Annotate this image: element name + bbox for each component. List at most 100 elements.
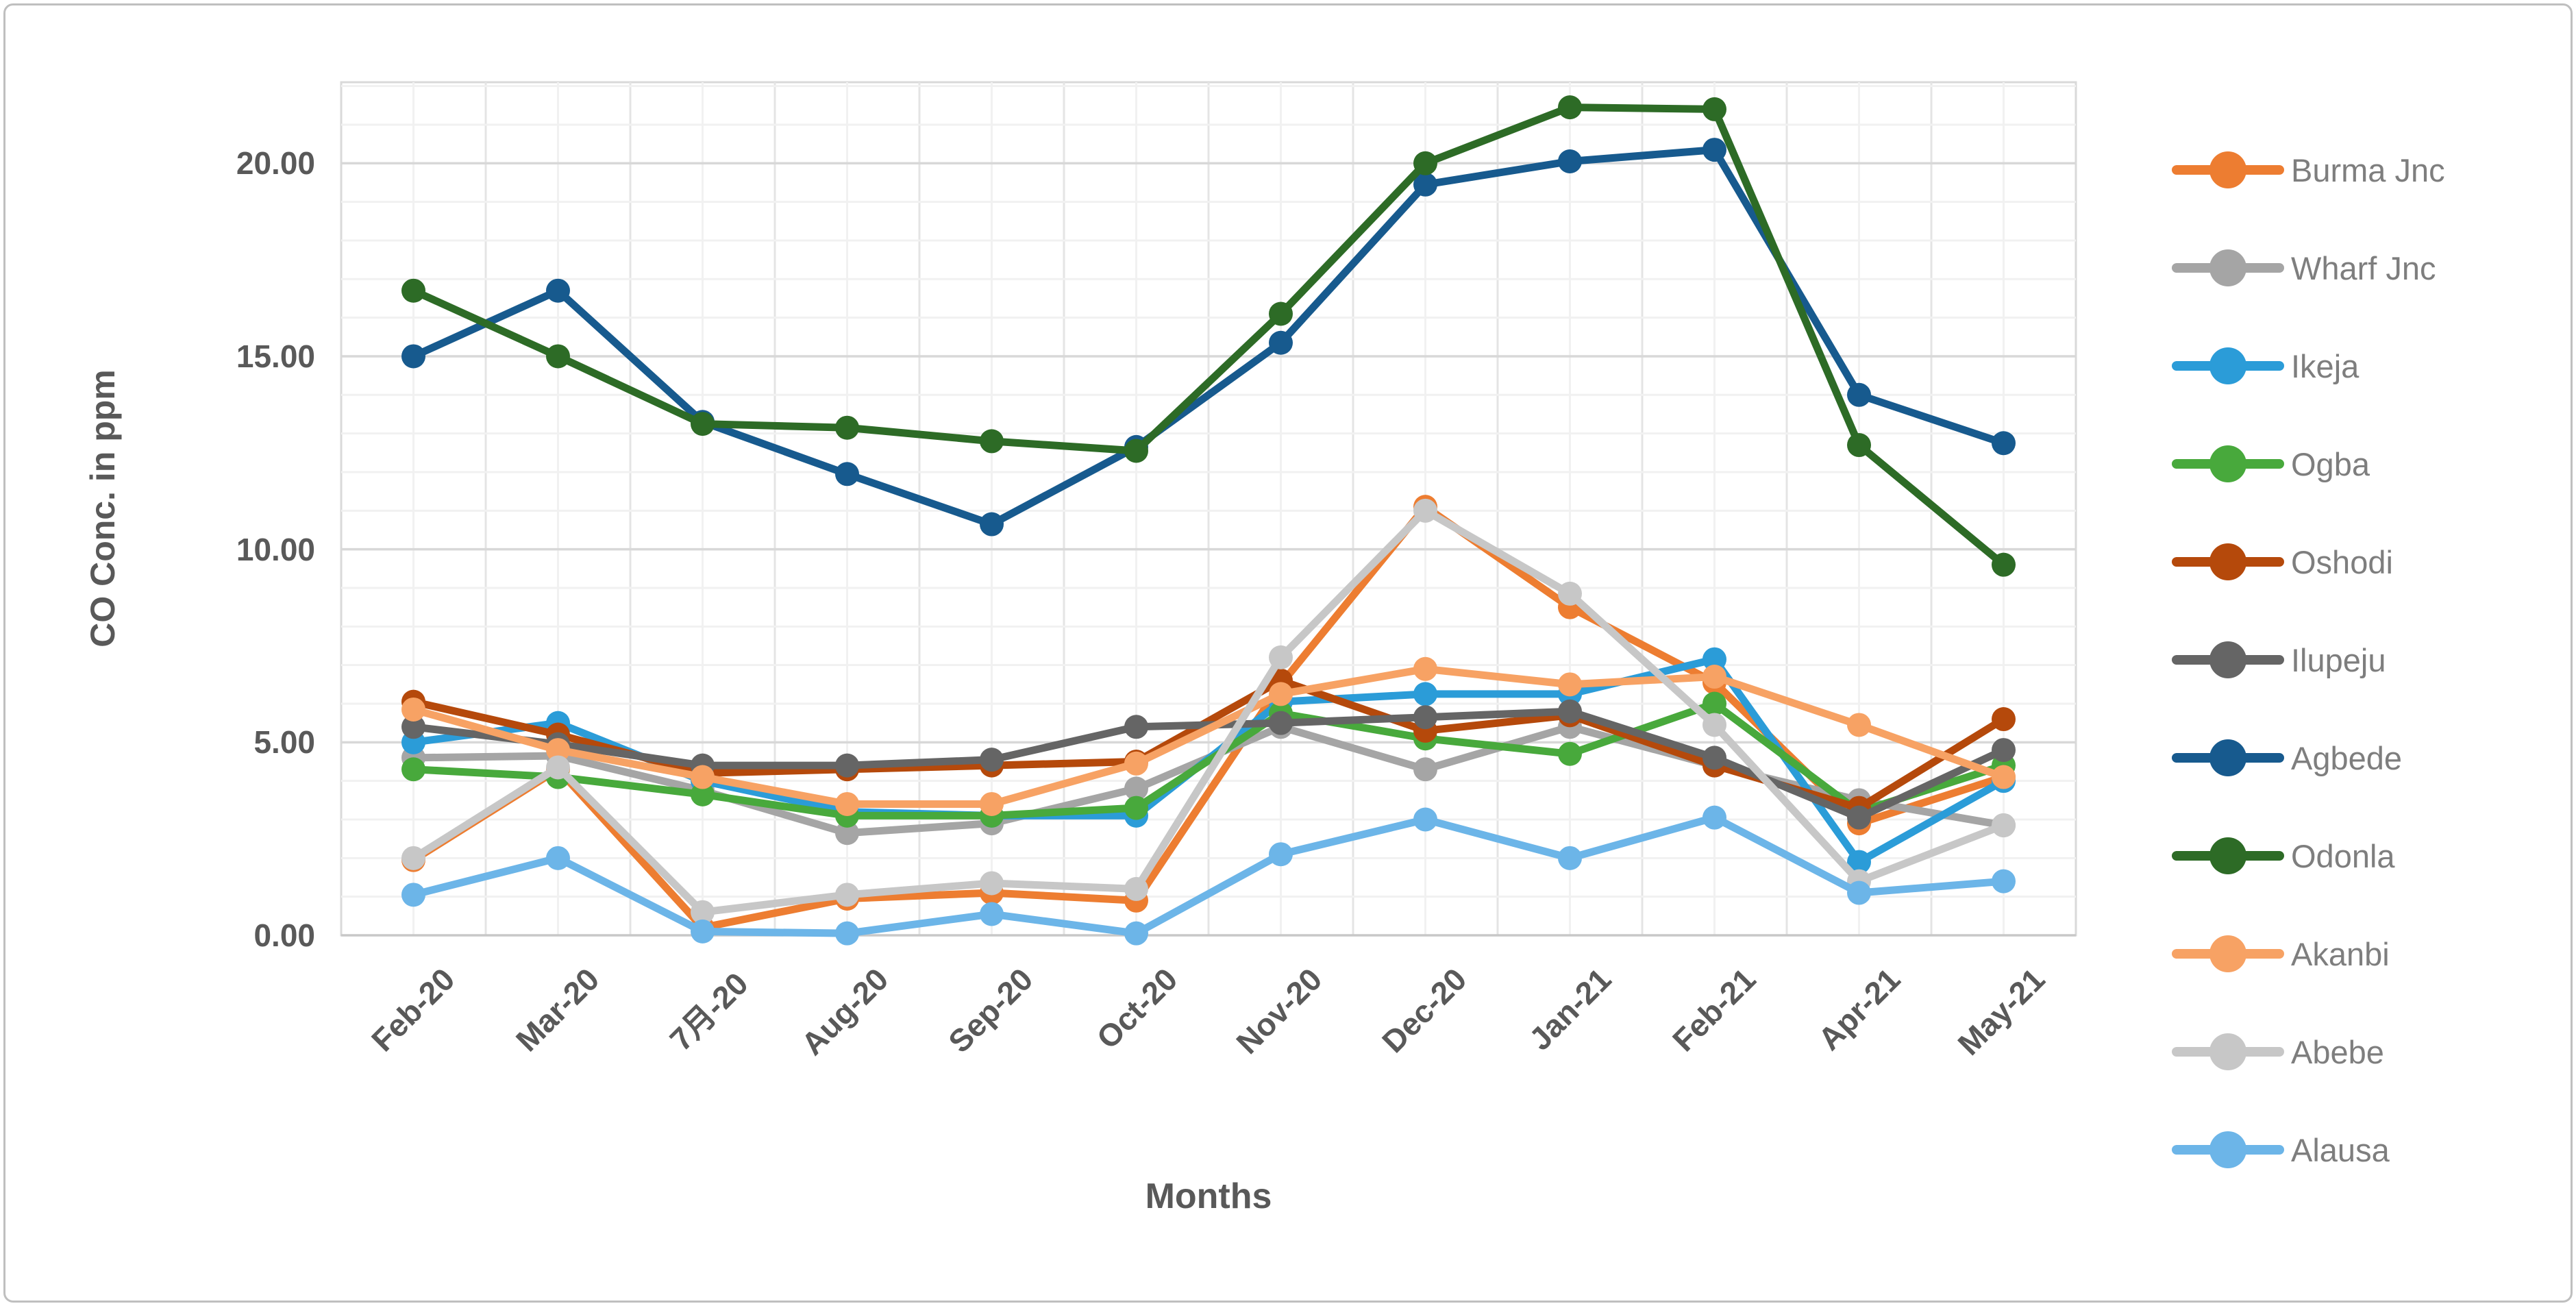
legend-label: Abebe bbox=[2291, 1033, 2384, 1070]
data-point-marker bbox=[1702, 805, 1726, 830]
legend-dot-swatch bbox=[2209, 249, 2246, 286]
data-point-marker bbox=[691, 412, 715, 436]
legend-item-ilupeju: Ilupeju bbox=[2172, 639, 2386, 680]
data-point-marker bbox=[401, 757, 425, 782]
data-point-marker bbox=[691, 900, 715, 924]
legend-marker-icon bbox=[2172, 1129, 2284, 1170]
data-point-marker bbox=[1558, 846, 1582, 870]
data-point-marker bbox=[1558, 741, 1582, 766]
data-point-marker bbox=[1124, 876, 1148, 901]
legend-label: Burma Jnc bbox=[2291, 151, 2445, 188]
legend-marker-icon bbox=[2172, 639, 2284, 680]
series-line bbox=[410, 103, 2007, 569]
y-tick-label: 0.00 bbox=[253, 917, 315, 953]
data-point-marker bbox=[1124, 796, 1148, 820]
legend-marker-icon bbox=[2172, 443, 2284, 484]
legend-item-oshodi: Oshodi bbox=[2172, 541, 2393, 582]
legend-item-ogba: Ogba bbox=[2172, 443, 2370, 484]
data-point-marker bbox=[1847, 433, 1871, 458]
legend-dot-swatch bbox=[2209, 935, 2246, 972]
data-point-marker bbox=[835, 753, 859, 778]
data-point-marker bbox=[1558, 149, 1582, 173]
data-point-marker bbox=[1847, 805, 1871, 830]
data-point-marker bbox=[1269, 842, 1293, 867]
data-point-marker bbox=[1992, 431, 2016, 456]
data-point-marker bbox=[1413, 656, 1437, 681]
legend-item-abebe: Abebe bbox=[2172, 1031, 2384, 1072]
legend-dot-swatch bbox=[2209, 347, 2246, 384]
data-point-marker bbox=[835, 415, 859, 440]
legend-marker-icon bbox=[2172, 933, 2284, 974]
legend-label: Ogba bbox=[2291, 445, 2370, 482]
data-point-marker bbox=[401, 278, 425, 303]
data-point-marker bbox=[1413, 705, 1437, 730]
series-akanbi bbox=[401, 656, 2016, 816]
legend-item-ikeja: Ikeja bbox=[2172, 345, 2359, 386]
data-point-marker bbox=[401, 846, 425, 870]
data-point-marker bbox=[1702, 746, 1726, 770]
series-line bbox=[410, 146, 2007, 528]
data-point-marker bbox=[401, 697, 425, 722]
x-axis-title: Months bbox=[1145, 1176, 1272, 1216]
legend-label: Ikeja bbox=[2291, 347, 2360, 384]
data-point-marker bbox=[1847, 713, 1871, 737]
data-point-marker bbox=[1702, 138, 1726, 162]
data-point-marker bbox=[546, 344, 570, 369]
legend-dot-swatch bbox=[2209, 641, 2246, 678]
series-alausa bbox=[401, 805, 2016, 946]
data-point-marker bbox=[1992, 707, 2016, 732]
legend-item-wharf-jnc: Wharf Jnc bbox=[2172, 247, 2436, 288]
data-point-marker bbox=[1269, 645, 1293, 669]
legend-dot-swatch bbox=[2209, 837, 2246, 874]
y-tick-label: 15.00 bbox=[236, 338, 315, 374]
legend-dot-swatch bbox=[2209, 445, 2246, 482]
series-line bbox=[410, 813, 2007, 937]
legend-label: Akanbi bbox=[2291, 935, 2390, 972]
data-point-marker bbox=[1992, 738, 2016, 763]
legend-dot-swatch bbox=[2209, 739, 2246, 776]
data-point-marker bbox=[1992, 813, 2016, 837]
legend-dot-swatch bbox=[2209, 543, 2246, 580]
series-line bbox=[410, 665, 2007, 808]
data-point-marker bbox=[835, 921, 859, 946]
data-point-marker bbox=[1702, 97, 1726, 121]
data-point-marker bbox=[1124, 439, 1148, 463]
data-point-marker bbox=[1702, 665, 1726, 689]
data-point-marker bbox=[691, 782, 715, 806]
data-point-marker bbox=[1413, 757, 1437, 782]
data-point-marker bbox=[1269, 711, 1293, 735]
legend-item-akanbi: Akanbi bbox=[2172, 933, 2390, 974]
data-point-marker bbox=[980, 748, 1004, 772]
legend-label: Agbede bbox=[2291, 739, 2403, 776]
legend-label: Ilupeju bbox=[2291, 641, 2386, 678]
series-odonla bbox=[401, 95, 2016, 577]
data-point-marker bbox=[1847, 850, 1871, 874]
data-point-marker bbox=[980, 871, 1004, 896]
data-point-marker bbox=[980, 429, 1004, 454]
data-point-marker bbox=[546, 738, 570, 763]
data-point-marker bbox=[401, 883, 425, 907]
data-point-marker bbox=[1702, 713, 1726, 737]
data-point-marker bbox=[1558, 699, 1582, 724]
data-point-marker bbox=[1847, 382, 1871, 407]
data-point-marker bbox=[1269, 330, 1293, 355]
data-point-marker bbox=[1992, 552, 2016, 577]
legend-item-odonla: Odonla bbox=[2172, 835, 2395, 876]
legend-dot-swatch bbox=[2209, 1033, 2246, 1070]
y-tick-label: 5.00 bbox=[253, 724, 315, 761]
data-point-marker bbox=[546, 846, 570, 870]
legend-dot-swatch bbox=[2209, 1131, 2246, 1168]
data-point-marker bbox=[1124, 921, 1148, 946]
legend-item-burma-jnc: Burma Jnc bbox=[2172, 149, 2445, 190]
series-abebe bbox=[401, 498, 2016, 924]
data-point-marker bbox=[1269, 682, 1293, 706]
data-point-marker bbox=[691, 919, 715, 944]
legend-marker-icon bbox=[2172, 835, 2284, 876]
data-point-marker bbox=[980, 512, 1004, 537]
legend-marker-icon bbox=[2172, 541, 2284, 582]
legend-label: Alausa bbox=[2291, 1131, 2390, 1168]
data-point-marker bbox=[1413, 172, 1437, 197]
data-point-marker bbox=[1413, 682, 1437, 706]
y-axis-title: CO Conc. in ppm bbox=[84, 369, 122, 648]
